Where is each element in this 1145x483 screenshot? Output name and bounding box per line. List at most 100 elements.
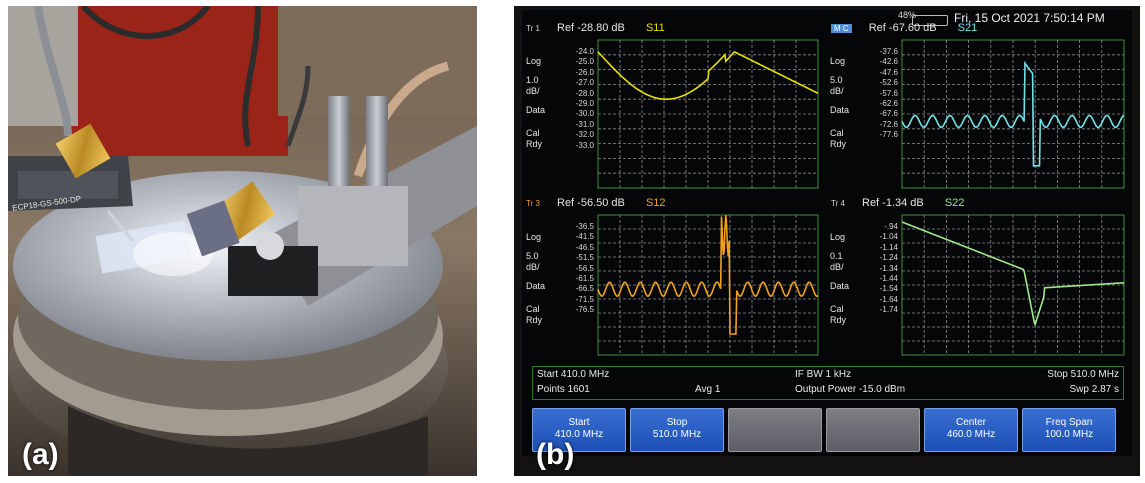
trace-line-2 (901, 60, 1125, 167)
trace-ref-3: Ref -56.50 dB (557, 197, 625, 209)
tick-label: -61.5 (575, 273, 594, 283)
tick-label: -41.5 (575, 232, 594, 242)
side-cal-4: Cal (830, 304, 844, 314)
status-points: Points 1601 (537, 384, 590, 395)
tick-label: -56.5 (575, 263, 594, 273)
tick-label: -66.5 (575, 284, 594, 294)
battery-icon (912, 15, 948, 26)
status-start: Start 410.0 MHz (537, 369, 610, 380)
side-log-4: Log (830, 232, 846, 242)
status-power: Output Power -15.0 dBm (795, 384, 906, 395)
trace-line-1 (597, 51, 819, 100)
tick-label: -1.04 (879, 232, 898, 242)
tick-label: -37.6 (879, 47, 898, 56)
tick-labels-1: -24.0 -25.0 -26.0 -27.0 -28.0 -29.0 -30.0 -31.0… (556, 47, 594, 152)
battery-percent: 48% (898, 10, 917, 20)
tick-label: -26.0 (575, 67, 594, 77)
side-scale-1: 1.0 (526, 75, 539, 85)
tick-label: -77.6 (879, 130, 898, 140)
tick-label: -52.6 (879, 78, 898, 88)
trace-ref-4: Ref -1.34 dB (862, 197, 924, 209)
tick-label: -1.14 (879, 242, 898, 252)
trace-param-3: S12 (645, 197, 666, 209)
vna-screen: 48% Fri, 15 Oct 2021 7:50:14 PM Tr 1 Ref… (522, 10, 1132, 456)
tick-label: -27.0 (575, 78, 594, 88)
softkey-label: Center (955, 417, 986, 428)
trace-param-1: S11 (645, 22, 665, 34)
plot-area-1 (597, 39, 819, 189)
trace-id-3: Tr 3 (526, 199, 540, 208)
top-bar: 48% Fri, 15 Oct 2021 7:50:14 PM (522, 10, 1132, 26)
softkey-label: Stop (666, 417, 688, 428)
plot-area-3 (597, 214, 819, 356)
tick-label: -36.5 (575, 222, 594, 231)
tick-label: -51.5 (575, 253, 594, 263)
side-unit-2: dB/ (830, 86, 844, 96)
softkey-5[interactable]: Center 460.0 MHz (924, 408, 1018, 452)
softkey-3[interactable] (728, 408, 822, 452)
status-avg: Avg 1 (695, 384, 721, 395)
side-log-3: Log (526, 232, 542, 242)
panel-label-a: (a) (22, 438, 59, 471)
side-scale-2: 5.0 (830, 75, 843, 85)
side-labels-4: Log 0.1 dB/ Data Cal Rdy (830, 232, 849, 326)
tick-label: -62.6 (879, 98, 898, 108)
softkey-value: 510.0 MHz (652, 429, 702, 440)
softkey-2[interactable]: Stop 510.0 MHz (630, 408, 724, 452)
tick-label: -67.6 (879, 109, 898, 119)
softkey-label: Start (568, 417, 590, 428)
tick-label: -1.74 (879, 305, 898, 315)
vna-screen-photo: 48% Fri, 15 Oct 2021 7:50:14 PM Tr 1 Ref… (514, 6, 1140, 476)
trace-id-2: M C (831, 24, 852, 33)
tick-label: -71.5 (575, 294, 594, 304)
datetime: Fri, 15 Oct 2021 7:50:14 PM (954, 11, 1105, 25)
side-data-2: Data (830, 105, 850, 115)
softkey-value: 460.0 MHz (946, 429, 996, 440)
trace-ref-2: Ref -67.60 dB (868, 22, 937, 34)
side-unit-1: dB/ (526, 86, 540, 96)
tick-label: -76.5 (575, 305, 594, 315)
side-rdy-4: Rdy (830, 315, 847, 325)
side-scale-4: 0.1 (830, 251, 843, 261)
softkey-6[interactable]: Freq Span 100.0 MHz (1022, 408, 1116, 452)
trace-header-2: M C Ref -67.60 dB S21 (831, 22, 977, 34)
side-labels-1: Log 1.0 dB/ Data Cal Rdy (526, 56, 545, 150)
tick-label: -30.0 (575, 109, 594, 119)
panel-label-b: (b) (536, 438, 575, 471)
tick-label: -33.0 (575, 140, 594, 150)
probe-station-illustration (8, 6, 477, 476)
tick-labels-3: -36.5 -41.5 -46.5 -51.5 -56.5 -61.5 -66.5 -71.5… (556, 222, 594, 317)
side-rdy-3: Rdy (526, 315, 543, 325)
tick-label: -1.54 (879, 284, 898, 294)
status-area: Start 410.0 MHz Points 1601 Avg 1 IF BW … (532, 366, 1124, 400)
trace-panel-4: Tr 4 Ref -1.34 dB S22 (827, 197, 1132, 365)
tick-label: -28.0 (575, 88, 594, 98)
softkey-label: Freq Span (1045, 417, 1093, 428)
tick-label: -31.0 (575, 119, 594, 129)
trace-header-1: Tr 1 Ref -28.80 dB S11 (526, 22, 665, 34)
tick-label: -1.44 (879, 273, 898, 283)
softkey-4[interactable] (826, 408, 920, 452)
plot-area-2 (901, 39, 1125, 189)
side-data-4: Data (830, 281, 850, 291)
side-log-1: Log (526, 56, 542, 66)
softkey-1[interactable]: Start 410.0 MHz (532, 408, 626, 452)
side-unit-4: dB/ (830, 262, 844, 272)
tick-label: -.94 (884, 222, 898, 231)
tick-label: -32.0 (575, 130, 594, 140)
tick-label: -1.34 (879, 263, 898, 273)
trace-id-4: Tr 4 (831, 199, 845, 208)
trace-param-4: S22 (944, 197, 965, 209)
status-sweep: Swp 2.87 s (1069, 384, 1119, 395)
trace-plots (597, 39, 1125, 356)
tick-label: -47.6 (879, 67, 898, 77)
side-cal-1: Cal (526, 128, 540, 138)
side-data-1: Data (526, 105, 546, 115)
tick-label: -46.5 (575, 242, 594, 252)
side-rdy-2: Rdy (830, 139, 847, 149)
side-data-3: Data (526, 281, 546, 291)
tick-label: -72.6 (879, 119, 898, 129)
side-labels-2: Log 5.0 dB/ Data Cal Rdy (830, 56, 849, 150)
trace-id-1: Tr 1 (526, 24, 540, 33)
softkey-value: 410.0 MHz (554, 429, 604, 440)
